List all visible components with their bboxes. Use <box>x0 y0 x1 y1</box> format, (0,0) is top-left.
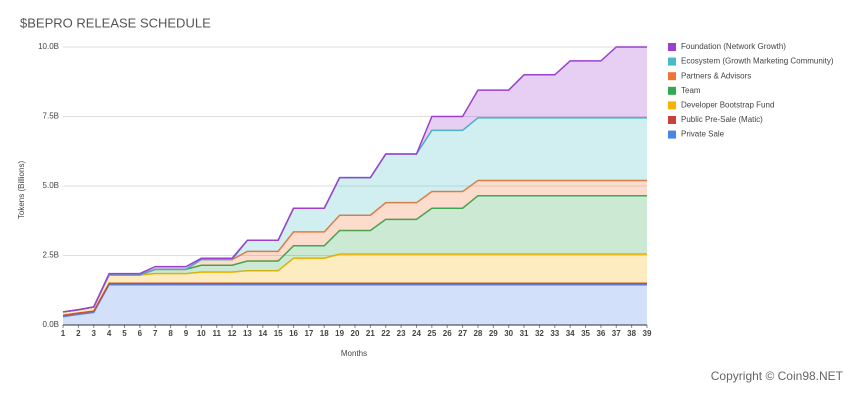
legend-label: Foundation (Network Growth) <box>681 42 786 51</box>
x-tick-label: 22 <box>381 329 390 338</box>
x-tick-label: 11 <box>212 329 221 338</box>
x-tick-label: 17 <box>304 329 313 338</box>
area <box>63 195 647 312</box>
legend-label: Public Pre-Sale (Matic) <box>681 115 763 124</box>
area-line <box>62 282 647 317</box>
y-tick-label: 5.0B <box>43 181 59 190</box>
x-tick-label: 34 <box>566 329 575 338</box>
area <box>63 117 647 312</box>
x-tick-label: 26 <box>443 329 452 338</box>
legend-swatch <box>668 57 676 66</box>
x-tick-label: 16 <box>289 329 298 338</box>
x-tick-label: 12 <box>228 329 237 338</box>
x-tick-label: 25 <box>427 329 436 338</box>
legend-label: Developer Bootstrap Fund <box>681 101 774 110</box>
x-tick-label: 2 <box>76 329 81 338</box>
x-tick-label: 15 <box>274 329 283 338</box>
legend-swatch <box>668 72 676 81</box>
legend-label: Team <box>681 86 701 95</box>
legend-swatch <box>668 130 676 139</box>
x-tick-label: 28 <box>473 329 482 338</box>
x-tick-label: 36 <box>596 329 605 338</box>
area <box>63 254 647 316</box>
legend-swatch <box>668 116 676 124</box>
legend-label: Partners & Advisors <box>681 71 751 80</box>
x-tick-label: 18 <box>320 329 329 338</box>
x-tick-label: 21 <box>366 329 375 338</box>
x-tick-label: 7 <box>153 329 158 338</box>
x-tick-label: 29 <box>489 329 498 338</box>
x-tick-label: 32 <box>535 329 544 338</box>
y-axis-label: Tokens (Billions) <box>17 161 26 220</box>
x-tick-label: 10 <box>197 329 206 338</box>
x-tick-label: 6 <box>138 329 143 338</box>
x-tick-label: 27 <box>458 329 467 338</box>
watermark: Copyright © Coin98.NET <box>711 369 844 383</box>
area <box>63 284 647 325</box>
legend-label: Ecosystem (Growth Marketing Community) <box>681 57 834 66</box>
area-line <box>62 253 647 313</box>
legend-swatch <box>668 86 676 95</box>
legend-swatch <box>668 101 676 110</box>
x-tick-label: 20 <box>351 329 360 338</box>
y-tick-label: 7.5B <box>43 112 59 121</box>
x-tick-label: 14 <box>258 329 267 338</box>
x-tick-label: 33 <box>550 329 559 338</box>
x-axis-label: Months <box>341 349 367 358</box>
x-tick-label: 24 <box>412 329 421 338</box>
x-tick-label: 3 <box>92 329 97 338</box>
area-line <box>62 283 647 318</box>
legend-swatch <box>668 43 676 51</box>
x-tick-label: 23 <box>397 329 406 338</box>
x-tick-label: 8 <box>168 329 173 338</box>
area <box>63 47 647 312</box>
x-tick-label: 35 <box>581 329 590 338</box>
y-tick-label: 0.0B <box>43 320 59 329</box>
legend-label: Private Sale <box>681 130 725 139</box>
chart-title: $BEPRO RELEASE SCHEDULE <box>20 15 211 30</box>
x-tick-label: 9 <box>184 329 189 338</box>
x-tick-label: 5 <box>122 329 127 338</box>
area <box>63 180 647 312</box>
area-line <box>62 46 647 313</box>
x-tick-label: 38 <box>627 329 636 338</box>
x-tick-label: 39 <box>643 329 652 338</box>
x-tick-label: 37 <box>612 329 621 338</box>
x-tick-label: 31 <box>520 329 529 338</box>
x-tick-label: 13 <box>243 329 252 338</box>
y-tick-label: 10.0B <box>38 42 59 51</box>
x-tick-label: 1 <box>61 329 66 338</box>
x-tick-label: 19 <box>335 329 344 338</box>
x-tick-label: 4 <box>107 329 112 338</box>
y-tick-label: 2.5B <box>43 251 59 260</box>
x-tick-label: 30 <box>504 329 513 338</box>
